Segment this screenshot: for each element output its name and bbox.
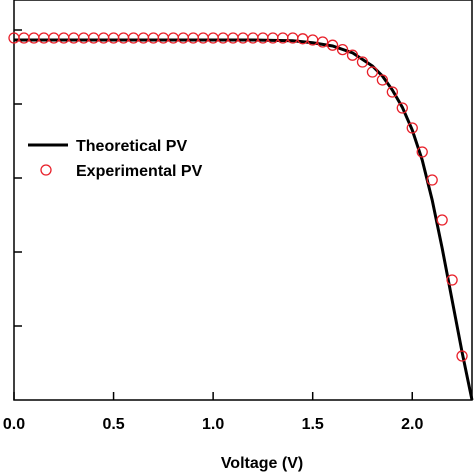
plot-frame: [13, 0, 473, 401]
series-experimental-pv-points: [8, 32, 468, 362]
experimental-pv-point: [416, 146, 428, 158]
legend: Theoretical PV Experimental PV: [28, 138, 203, 180]
legend-label-theoretical-pv: Theoretical PV: [76, 138, 187, 155]
x-axis-tick-labels: 0.0 0.5 1.0 1.5 2.0: [3, 416, 424, 433]
x-axis-ticks: [13, 392, 414, 400]
experimental-pv-point: [436, 214, 448, 226]
experimental-pv-point: [316, 36, 329, 48]
y-axis-ticks: [14, 29, 22, 327]
experimental-pv-point: [406, 122, 418, 134]
x-axis-title: Voltage (V): [221, 455, 303, 472]
experimental-pv-point: [396, 102, 408, 114]
x-tick-label: 0.5: [102, 416, 124, 433]
experimental-pv-point: [446, 274, 458, 286]
experimental-pv-point: [346, 49, 359, 61]
experimental-pv-point: [426, 174, 438, 186]
x-tick-label: 2.0: [401, 416, 423, 433]
series-theoretical-pv-line: [14, 38, 474, 401]
legend-swatch-experimental-pv: [40, 164, 52, 176]
experimental-pv-point: [336, 43, 349, 56]
experimental-pv-point: [376, 74, 389, 86]
experimental-pv-point: [356, 56, 369, 68]
x-tick-label: 1.0: [202, 416, 224, 433]
x-tick-label: 0.0: [3, 416, 25, 433]
x-tick-label: 1.5: [302, 416, 324, 433]
experimental-pv-point: [456, 350, 468, 362]
experimental-pv-point: [366, 66, 379, 78]
experimental-pv-point: [326, 39, 339, 51]
legend-label-experimental-pv: Experimental PV: [76, 163, 203, 180]
experimental-pv-point: [386, 86, 399, 98]
